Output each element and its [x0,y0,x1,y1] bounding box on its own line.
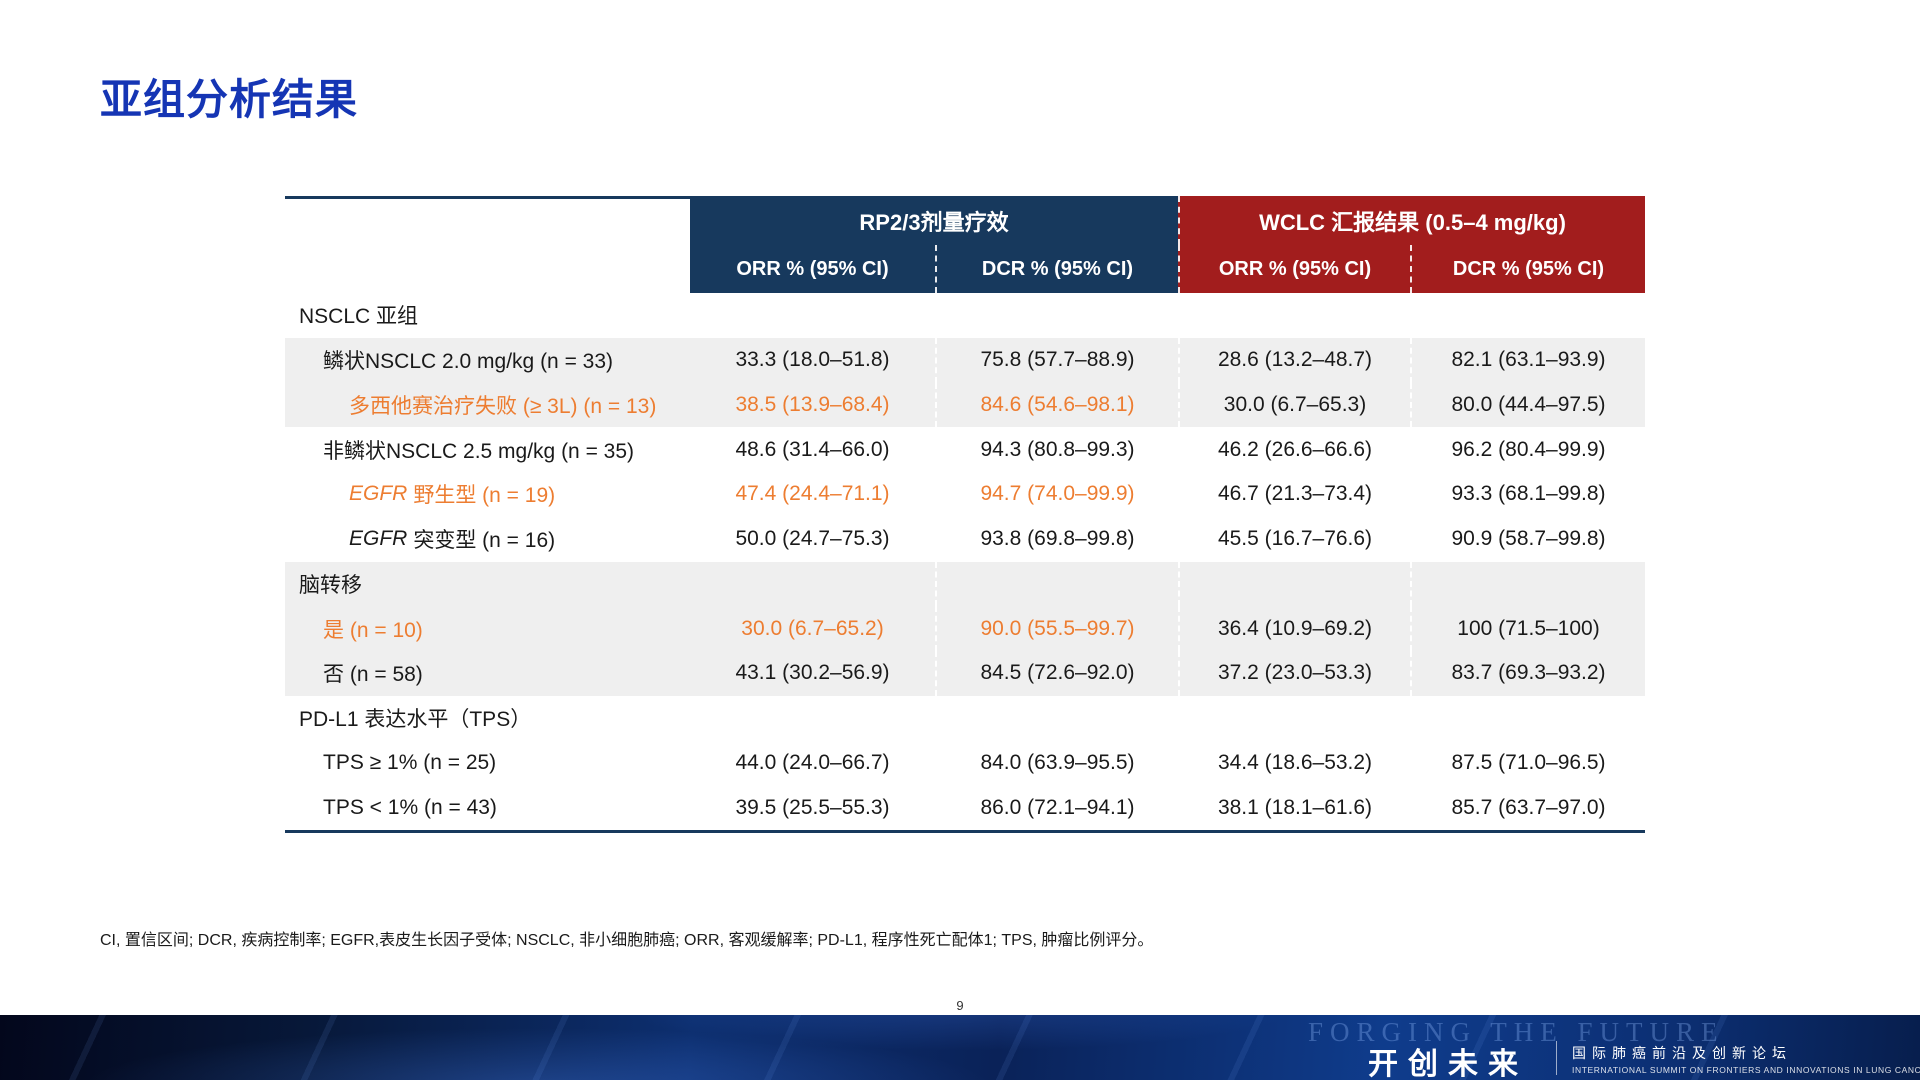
value-cell [690,293,935,338]
table-section-row: 脑转移 [285,561,1645,607]
value-cell: 37.2 (23.0–53.3) [1178,651,1410,696]
page-number: 9 [956,998,964,1013]
table-row: TPS ≥ 1% (n = 25) 44.0 (24.0–66.7) 84.0 (6… [285,740,1645,786]
value-cell: 47.4 (24.4–71.1) [735,482,890,506]
value-cell: 75.8 (57.7–88.9) [935,337,1178,383]
value-cell: 82.1 (63.1–93.9) [1410,337,1645,383]
col-header-dcr-rp23: DCR % (95% CI) [935,245,1178,293]
table-column-header-row: ORR % (95% CI) DCR % (95% CI) ORR % (95%… [285,245,1645,293]
value-cell: 30.0 (6.7–65.3) [1178,382,1410,428]
value-cell: 84.5 (72.6–92.0) [935,651,1178,696]
value-cell: 28.6 (13.2–48.7) [1178,337,1410,383]
value-cell: 30.0 (6.7–65.2) [741,616,884,640]
value-cell [1178,695,1410,741]
table-row: 非鳞状NSCLC 2.5 mg/kg (n = 35) 48.6 (31.4–66… [285,427,1645,472]
page-title: 亚组分析结果 [100,76,359,123]
value-cell: 46.7 (21.3–73.4) [1178,472,1410,517]
value-cell [1410,293,1645,338]
summit-tagline-cn: 国际肺癌前沿及创新论坛 [1572,1045,1792,1061]
value-cell [935,561,1178,607]
row-label: EGFR 野生型 (n = 19) [349,482,556,508]
row-label: 多西他赛治疗失败 (≥ 3L) (n = 13) [349,394,657,418]
col-header-orr-rp23: ORR % (95% CI) [690,245,935,293]
value-cell: 93.8 (69.8–99.8) [935,516,1178,562]
subgroup-results-table: RP2/3剂量疗效 WCLC 汇报结果 (0.5–4 mg/kg) ORR % … [285,196,1645,833]
row-label: 脑转移 [299,573,362,597]
row-label: 否 (n = 58) [323,663,423,687]
value-cell [1178,293,1410,338]
col-header-dcr-wclc: DCR % (95% CI) [1410,245,1645,293]
value-cell: 38.5 (13.9–68.4) [735,392,890,416]
row-label: 是 (n = 10) [323,618,423,642]
value-cell: 43.1 (30.2–56.9) [735,661,890,685]
table-corner-cell-2 [285,245,690,293]
footer-divider [1556,1041,1557,1075]
group-header-wclc: WCLC 汇报结果 (0.5–4 mg/kg) [1178,196,1645,245]
value-cell: 90.0 (55.5–99.7) [935,606,1178,651]
value-cell: 85.7 (63.7–97.0) [1410,785,1645,830]
value-cell [690,562,935,607]
value-cell: 39.5 (25.5–55.3) [735,795,890,819]
table-group-header-row: RP2/3剂量疗效 WCLC 汇报结果 (0.5–4 mg/kg) [285,196,1645,245]
abbreviations-footnote: CI, 置信区间; DCR, 疾病控制率; EGFR,表皮生长因子受体; NSC… [100,932,1154,949]
value-cell: 84.0 (63.9–95.5) [935,740,1178,786]
value-cell: 86.0 (72.1–94.1) [935,785,1178,830]
summit-logo-text: 开创未来 [1368,1048,1528,1080]
table-section-row: NSCLC 亚组 [285,293,1645,338]
value-cell [1410,561,1645,607]
value-cell: 44.0 (24.0–66.7) [735,750,890,774]
value-cell: 80.0 (44.4–97.5) [1410,382,1645,428]
col-header-orr-wclc: ORR % (95% CI) [1178,245,1410,293]
value-cell: 48.6 (31.4–66.0) [735,437,890,461]
table-row: 鳞状NSCLC 2.0 mg/kg (n = 33) 33.3 (18.0–51.… [285,337,1645,383]
table-corner-cell [285,196,690,245]
forging-the-future-watermark: FORGING THE FUTURE [1308,1017,1725,1047]
table-row: EGFR 野生型 (n = 19) 47.4 (24.4–71.1) 94.7 (74… [285,472,1645,517]
value-cell [1178,561,1410,607]
table-section-row: PD-L1 表达水平（TPS） [285,695,1645,741]
summit-tagline-en: INTERNATIONAL SUMMIT ON FRONTIERS AND IN… [1572,1065,1920,1075]
value-cell: 84.6 (54.6–98.1) [935,382,1178,428]
group-header-rp23: RP2/3剂量疗效 [690,196,1178,245]
row-label: 鳞状NSCLC 2.0 mg/kg (n = 33) [323,350,614,374]
value-cell [935,293,1178,338]
value-cell: 100 (71.5–100) [1410,606,1645,651]
value-cell: 93.3 (68.1–99.8) [1410,472,1645,517]
value-cell: 50.0 (24.7–75.3) [735,527,890,551]
row-label: PD-L1 表达水平（TPS） [299,708,532,732]
row-label: EGFR 突变型 (n = 16) [349,527,556,553]
value-cell: 33.3 (18.0–51.8) [735,348,890,372]
table-row: 是 (n = 10) 30.0 (6.7–65.2) 90.0 (55.5–99.7… [285,606,1645,651]
value-cell: 46.2 (26.6–66.6) [1178,427,1410,472]
table-row: EGFR 突变型 (n = 16) 50.0 (24.7–75.3) 93.8 (69… [285,516,1645,562]
table-body: NSCLC 亚组鳞状NSCLC 2.0 mg/kg (n = 33) 33.3 (… [285,293,1645,830]
value-cell: 34.4 (18.6–53.2) [1178,740,1410,786]
footer-banner: FORGING THE FUTURE 开创未来 国际肺癌前沿及创新论坛 INTE… [0,1015,1920,1080]
value-cell [690,696,935,741]
table-row: 否 (n = 58) 43.1 (30.2–56.9) 84.5 (72.6–92.… [285,651,1645,696]
value-cell: 96.2 (80.4–99.9) [1410,427,1645,472]
row-label: TPS ≥ 1% (n = 25) [323,750,497,774]
value-cell: 83.7 (69.3–93.2) [1410,651,1645,696]
value-cell [1410,695,1645,741]
row-label: TPS < 1% (n = 43) [323,795,497,819]
value-cell: 87.5 (71.0–96.5) [1410,740,1645,786]
value-cell: 94.3 (80.8–99.3) [935,427,1178,472]
value-cell [935,695,1178,741]
value-cell: 94.7 (74.0–99.9) [935,472,1178,517]
value-cell: 45.5 (16.7–76.6) [1178,516,1410,562]
row-label: NSCLC 亚组 [299,305,419,329]
value-cell: 90.9 (58.7–99.8) [1410,516,1645,562]
value-cell: 36.4 (10.9–69.2) [1178,606,1410,651]
row-label: 非鳞状NSCLC 2.5 mg/kg (n = 35) [323,439,635,463]
value-cell: 38.1 (18.1–61.6) [1178,785,1410,830]
table-row: 多西他赛治疗失败 (≥ 3L) (n = 13) 38.5 (13.9–68.4)… [285,382,1645,428]
table-row: TPS < 1% (n = 43) 39.5 (25.5–55.3) 86.0 (7… [285,785,1645,830]
